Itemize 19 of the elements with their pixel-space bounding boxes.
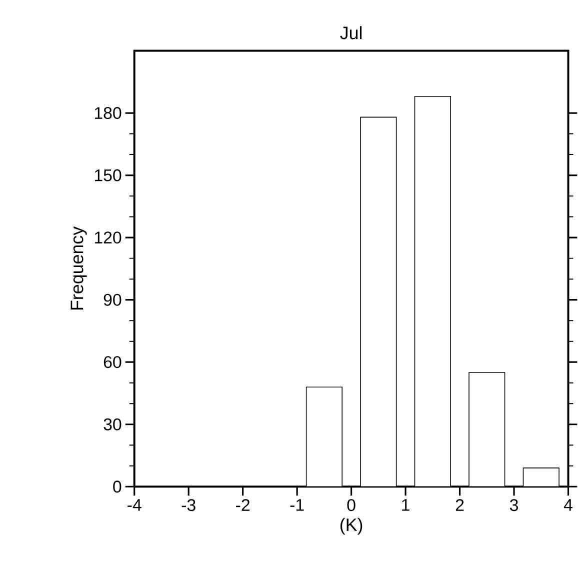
- y-axis-title: Frequency: [70, 226, 87, 310]
- x-tick-label: 3: [510, 498, 518, 511]
- x-tick-label: 0: [347, 498, 356, 511]
- x-axis-title: (K): [340, 518, 362, 535]
- y-tick-label: 150: [94, 169, 122, 182]
- y-tick-label: 180: [94, 106, 122, 119]
- y-tick-label: 0: [113, 480, 122, 493]
- x-tick-label: 4: [564, 498, 572, 511]
- x-tick-label: 2: [456, 498, 464, 511]
- y-tick-label: 120: [94, 231, 122, 244]
- x-tick-label: -1: [290, 498, 304, 511]
- y-tick-label: 90: [104, 294, 122, 306]
- y-tick-label: 30: [104, 418, 122, 430]
- x-tick-label: -3: [182, 498, 196, 511]
- x-tick-label: -2: [236, 498, 250, 511]
- x-tick-label: -4: [128, 498, 142, 511]
- x-tick-label: 1: [402, 498, 410, 511]
- y-tick-label: 60: [104, 356, 122, 368]
- chart-title: Jul: [340, 26, 362, 40]
